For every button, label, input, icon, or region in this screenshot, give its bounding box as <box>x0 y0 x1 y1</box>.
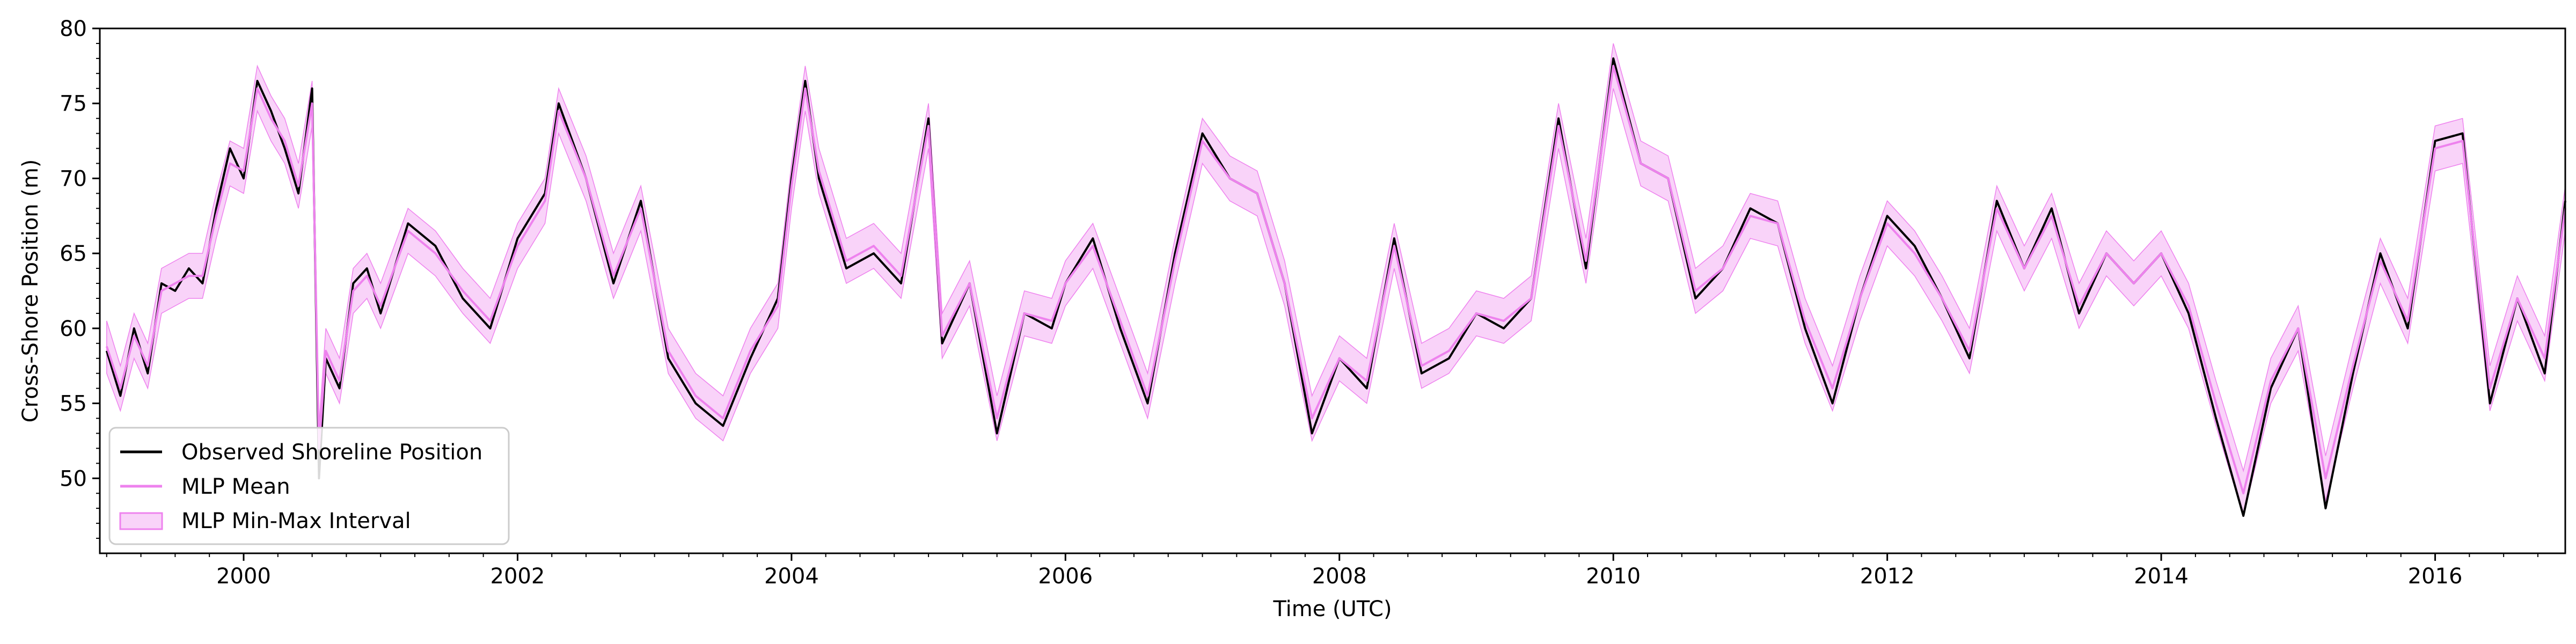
series-lines-layer <box>105 57 2566 517</box>
legend-label-observed: Observed Shoreline Position <box>181 440 482 465</box>
x-tick-label: 2008 <box>1312 564 1367 589</box>
series-mlp-mean-line <box>105 64 2566 495</box>
x-tick-label: 2012 <box>1860 564 1915 589</box>
y-tick-label: 80 <box>60 17 87 41</box>
ticks-layer: 2000 2002 2004 2006 2008 2010 2012 2014 2016 50 55… <box>60 17 2538 589</box>
x-tick-label: 2014 <box>2134 564 2189 589</box>
legend-label-mean: MLP Mean <box>181 474 290 499</box>
x-tick-label: 2010 <box>1586 564 1641 589</box>
x-tick-label: 2004 <box>764 564 819 589</box>
x-tick-label: 2000 <box>216 564 271 589</box>
legend-swatch-interval <box>119 512 163 530</box>
x-tick-label: 2002 <box>491 564 545 589</box>
x-tick-label: 2006 <box>1038 564 1093 589</box>
y-tick-label: 60 <box>60 317 87 341</box>
plot-frame <box>99 27 2566 554</box>
y-tick-label: 50 <box>60 466 87 491</box>
y-axis-label: Cross-Shore Position (m) <box>18 159 43 423</box>
legend-box <box>108 427 510 545</box>
x-tick-label: 2016 <box>2408 564 2463 589</box>
x-axis-label: Time (UTC) <box>1272 597 1392 621</box>
legend: Observed Shoreline Position MLP Mean MLP… <box>108 427 510 545</box>
series-observed-line <box>105 57 2566 517</box>
y-tick-label: 65 <box>60 241 87 266</box>
y-tick-label: 75 <box>60 92 87 116</box>
legend-label-interval: MLP Min-Max Interval <box>181 509 411 533</box>
y-tick-label: 55 <box>60 392 87 416</box>
y-tick-label: 70 <box>60 166 87 191</box>
